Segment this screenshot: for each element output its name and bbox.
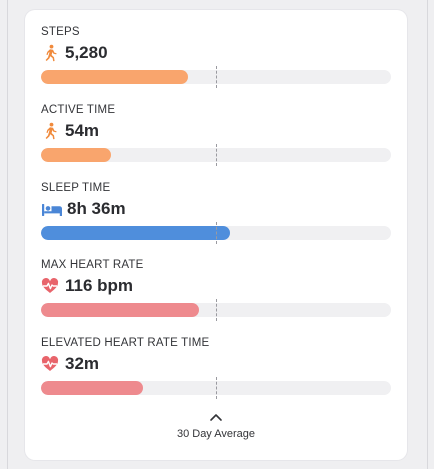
heart-pulse-icon [41,277,59,295]
activity-summary-card: STEPS 5,280 ACTIVE TIME 54m SLEEP TIME [25,10,407,460]
progress-fill [41,70,188,84]
metric-value: 8h 36m [67,199,126,218]
average-marker-line [216,144,217,166]
walking-figure-icon [41,122,59,140]
thirty-day-average-toggle[interactable]: 30 Day Average [25,412,407,440]
window-edge-right [427,0,428,469]
metric-elevated-heart-rate-time[interactable]: ELEVATED HEART RATE TIME 32m [41,337,391,401]
metric-value: 32m [65,354,100,373]
average-marker-line [216,222,217,244]
average-marker-line [216,299,217,321]
progress-fill [41,226,230,240]
chevron-up-icon [210,414,222,421]
metric-sleep-time[interactable]: SLEEP TIME 8h 36m [41,182,391,246]
progress-fill [41,303,199,317]
progress-fill [41,148,111,162]
metric-value: 54m [65,121,100,140]
bed-icon [41,200,63,218]
metric-label: SLEEP TIME [41,182,111,194]
metric-value: 116 bpm [65,276,134,295]
walking-figure-icon [41,44,59,62]
average-marker-line [216,66,217,88]
window-edge-left [7,0,8,469]
metric-label: STEPS [41,26,80,38]
thirty-day-average-label: 30 Day Average [176,428,256,440]
metric-active-time[interactable]: ACTIVE TIME 54m [41,104,391,168]
metric-label: ACTIVE TIME [41,104,116,116]
metric-label: MAX HEART RATE [41,259,144,271]
metric-label: ELEVATED HEART RATE TIME [41,337,210,349]
metric-max-heart-rate[interactable]: MAX HEART RATE 116 bpm [41,259,391,323]
average-marker-line [216,377,217,399]
metric-value: 5,280 [65,43,108,62]
progress-fill [41,381,143,395]
metric-steps[interactable]: STEPS 5,280 [41,26,391,90]
heart-pulse-icon [41,355,59,373]
